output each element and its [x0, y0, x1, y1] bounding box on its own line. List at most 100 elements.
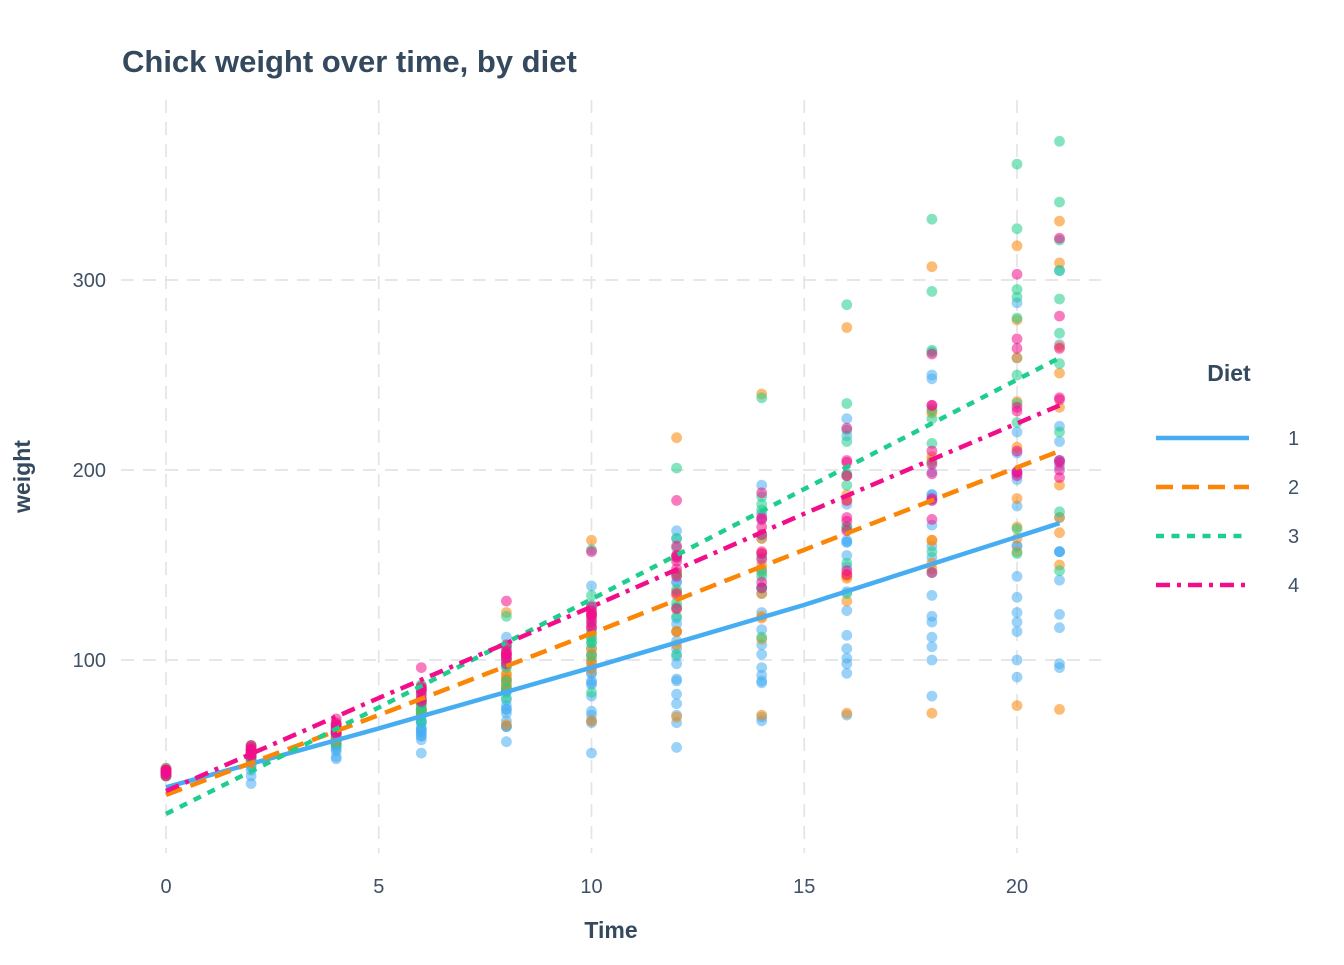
data-point-diet-3 [586, 590, 597, 601]
data-point-diet-4 [671, 495, 682, 506]
data-point-diet-1 [841, 629, 853, 641]
data-point-diet-3 [1011, 417, 1023, 428]
x-tick-label-0: 0 [160, 876, 171, 898]
data-point-diet-1 [501, 736, 512, 748]
x-tick-label-20: 20 [1006, 876, 1028, 898]
data-point-diet-3 [1054, 327, 1065, 339]
data-point-diet-1 [926, 373, 938, 385]
data-point-diet-1 [1054, 662, 1065, 673]
data-point-diet-3 [671, 648, 682, 660]
data-point-diet-4 [671, 571, 682, 582]
data-point-diet-2 [1011, 493, 1023, 504]
data-point-diet-4 [1054, 472, 1065, 483]
data-point-diet-4 [1054, 232, 1065, 244]
data-point-diet-2 [756, 709, 768, 721]
data-point-diet-3 [1011, 312, 1023, 324]
data-point-diet-2 [926, 261, 938, 273]
trend-lines-layer [164, 355, 1061, 816]
data-point-diet-4 [586, 546, 597, 558]
data-point-diet-4 [1054, 455, 1065, 466]
y-tick-label-300: 300 [73, 270, 106, 292]
data-point-diet-4 [1011, 268, 1023, 280]
data-point-diet-3 [1054, 426, 1065, 438]
data-point-diet-3 [1054, 265, 1065, 276]
data-point-diet-2 [841, 595, 853, 607]
data-point-diet-3 [501, 610, 512, 622]
data-point-diet-3 [1054, 293, 1065, 305]
data-point-diet-2 [1011, 240, 1023, 252]
data-point-diet-1 [926, 690, 938, 702]
data-point-diet-1 [1011, 571, 1023, 582]
data-point-diet-1 [1054, 609, 1065, 620]
data-point-diet-1 [415, 726, 427, 738]
data-point-diet-4 [1054, 343, 1065, 354]
y-axis-title: weight [9, 440, 35, 514]
data-point-diet-3 [415, 704, 427, 715]
data-point-diet-4 [1011, 470, 1023, 482]
data-point-diet-1 [415, 734, 427, 746]
data-point-diet-1 [671, 658, 682, 670]
data-point-diet-3 [926, 213, 938, 225]
data-point-diet-1 [1054, 436, 1065, 447]
data-point-diet-4 [1054, 464, 1065, 476]
data-point-diet-2 [1011, 352, 1023, 364]
data-point-diet-2 [926, 707, 938, 719]
data-point-diet-1 [501, 707, 512, 719]
chart-title: Chick weight over time, by diet [122, 44, 577, 79]
data-point-diet-1 [1011, 500, 1023, 512]
data-point-diet-2 [1054, 367, 1065, 379]
data-point-diet-3 [926, 546, 938, 558]
data-point-diet-1 [586, 675, 597, 687]
data-point-diet-4 [1011, 445, 1023, 457]
data-point-diet-1 [671, 698, 682, 710]
data-point-diet-1 [1011, 671, 1023, 683]
data-point-diet-1 [756, 648, 768, 660]
data-point-diet-3 [841, 436, 853, 447]
data-point-diet-2 [1054, 527, 1065, 539]
data-point-diet-4 [1011, 401, 1023, 413]
legend-label-diet-2: 2 [1288, 477, 1299, 499]
data-point-diet-4 [756, 576, 768, 588]
data-point-diet-2 [586, 715, 597, 727]
data-point-diet-3 [1011, 284, 1023, 295]
data-point-diet-4 [841, 515, 853, 527]
data-point-diet-2 [841, 322, 853, 333]
data-point-diet-1 [841, 413, 853, 425]
trend-line-diet-3 [164, 355, 1061, 816]
data-point-diet-1 [1011, 607, 1023, 618]
y-tick-label-100: 100 [73, 650, 106, 672]
data-point-diet-2 [671, 626, 682, 637]
data-point-diet-3 [1011, 548, 1023, 559]
data-point-diet-3 [841, 479, 853, 491]
data-point-diet-3 [671, 462, 682, 474]
data-point-diet-1 [245, 778, 257, 789]
data-point-diet-4 [926, 514, 938, 525]
data-point-diet-3 [1054, 135, 1065, 147]
data-point-diet-1 [1011, 626, 1023, 637]
data-point-diet-4 [501, 645, 512, 656]
data-point-diet-1 [756, 624, 768, 635]
x-axis-title: Time [584, 917, 637, 943]
data-point-diet-4 [841, 422, 853, 434]
data-point-diet-4 [841, 565, 853, 577]
data-point-diet-1 [671, 742, 682, 753]
data-point-diet-2 [1054, 704, 1065, 715]
data-point-diet-3 [586, 650, 597, 662]
data-point-diet-3 [841, 299, 853, 311]
data-point-diet-4 [841, 470, 853, 482]
data-point-diet-3 [586, 637, 597, 649]
x-tick-label-10: 10 [580, 876, 602, 898]
data-point-diet-1 [926, 654, 938, 666]
data-point-diet-1 [841, 550, 853, 561]
data-point-diet-1 [841, 605, 853, 616]
trend-line-diet-1 [165, 521, 1061, 790]
data-point-diet-3 [1011, 158, 1023, 170]
data-point-diet-3 [926, 286, 938, 297]
data-point-diet-3 [1054, 506, 1065, 518]
data-point-diet-3 [841, 557, 853, 569]
data-point-diet-4 [671, 603, 682, 615]
x-tick-label-15: 15 [793, 876, 815, 898]
